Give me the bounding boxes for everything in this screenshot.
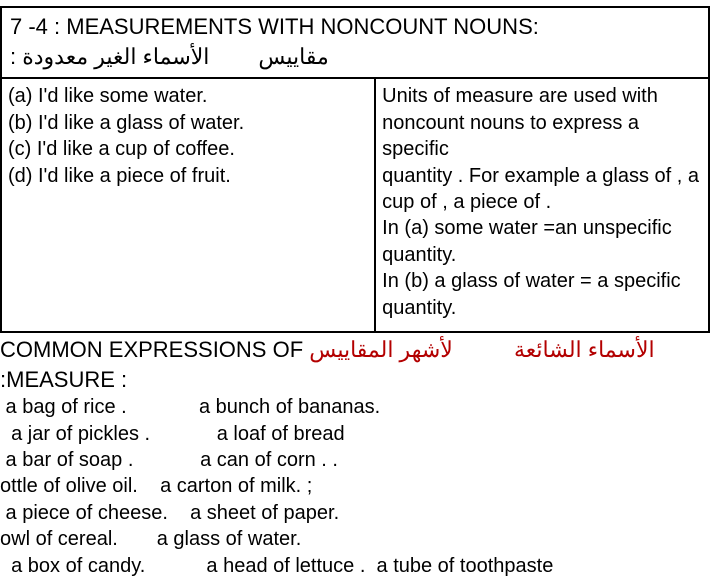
arabic-highlight: الأسماء الشائعة: [514, 335, 655, 365]
arabic-text: مقاييس: [258, 42, 328, 72]
common-prefix: COMMON EXPRESSIONS OF: [0, 337, 309, 362]
header-row: 7 -4 : MEASUREMENTS WITH NONCOUNT NOUNS:…: [2, 8, 708, 79]
example-line: (b) I'd like a glass of water.: [8, 110, 368, 136]
common-suffix: :MEASURE :: [0, 367, 127, 392]
slide-page: 7 -4 : MEASUREMENTS WITH NONCOUNT NOUNS:…: [0, 6, 720, 546]
arabic-highlight: لأشهر المقاييس: [309, 335, 453, 365]
list-line: a bag of rice . a bunch of bananas.: [0, 394, 714, 420]
example-line: (c) I'd like a cup of coffee.: [8, 136, 368, 162]
explain-line: In (b) a glass of water = a specific: [382, 268, 702, 294]
example-line: (a) I'd like some water.: [8, 83, 368, 109]
list-line: owl of cereal. a glass of water.: [0, 526, 714, 552]
expressions-list: a bag of rice . a bunch of bananas. a ja…: [0, 394, 720, 585]
arabic-text: الأسماء الغير معدودة :: [10, 42, 209, 72]
two-column-row: (a) I'd like some water. (b) I'd like a …: [2, 79, 708, 331]
list-line: a piece of cheese. a sheet of paper.: [0, 500, 714, 526]
common-expressions-header: COMMON EXPRESSIONS OF لأشهر المقاييس الأ…: [0, 333, 720, 394]
list-line: a jar of pickles . a loaf of bread: [0, 421, 714, 447]
list-line: ottle of olive oil. a carton of milk. ;: [0, 473, 714, 499]
example-line: (d) I'd like a piece of fruit.: [8, 163, 368, 189]
explain-line: Units of measure are used with: [382, 83, 702, 109]
explain-line: cup of , a piece of .: [382, 189, 702, 215]
explain-line: In (a) some water =an unspecific: [382, 215, 702, 241]
explain-line: quantity.: [382, 295, 702, 321]
explain-line: quantity.: [382, 242, 702, 268]
section-title: 7 -4 : MEASUREMENTS WITH NONCOUNT NOUNS:: [10, 12, 700, 42]
explain-line: noncount nouns to express a specific: [382, 110, 702, 163]
explanation-column: Units of measure are used with noncount …: [376, 79, 708, 331]
list-line: a bar of soap . a can of corn . .: [0, 447, 714, 473]
content-box: 7 -4 : MEASUREMENTS WITH NONCOUNT NOUNS:…: [0, 6, 710, 333]
explain-line: quantity . For example a glass of , a: [382, 163, 702, 189]
section-subtitle: الأسماء الغير معدودة : مقاييس: [10, 42, 700, 72]
list-line: a box of candy. a head of lettuce . a tu…: [0, 553, 714, 579]
examples-column: (a) I'd like some water. (b) I'd like a …: [2, 79, 376, 331]
